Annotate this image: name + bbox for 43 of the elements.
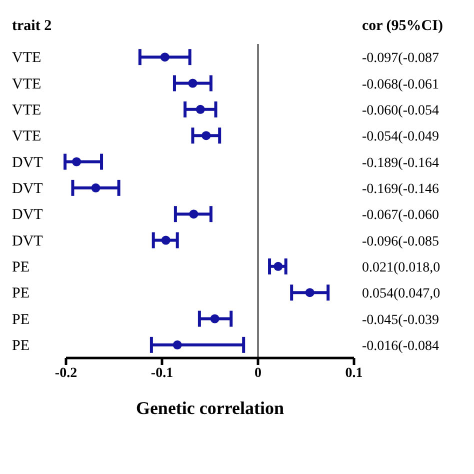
point: [274, 262, 283, 271]
y-tick-label: VTE: [12, 128, 42, 145]
point: [196, 104, 205, 114]
y-tick-label: VTE: [12, 76, 42, 92]
y-tick-label: PE: [12, 338, 30, 354]
point: [160, 52, 170, 62]
y-axis-title: trait 2: [12, 18, 52, 34]
point: [189, 210, 198, 219]
y-tick-label: DVT: [12, 207, 43, 224]
data-label: -0.169(-0.146: [362, 182, 439, 197]
x-tick-label: 0.1: [345, 366, 363, 381]
point: [305, 288, 314, 298]
x-tick-label: -0.1: [150, 366, 174, 381]
y-tick-label: PE: [12, 312, 30, 328]
data-label: -0.016(-0.084: [362, 338, 439, 354]
data-label: -0.096(-0.085: [362, 234, 439, 250]
point: [202, 131, 211, 140]
y-tick-label: VTE: [12, 102, 42, 118]
data-label: 0.021(0.018,0: [362, 260, 440, 276]
text: cor (95%CI): [362, 18, 443, 34]
y-tick-label: DVT: [12, 154, 43, 171]
data-label: 0.054(0.047,0: [362, 286, 440, 302]
point: [210, 314, 220, 324]
data-label: -0.067(-0.060: [362, 208, 439, 224]
data-label: -0.054(-0.049: [362, 130, 439, 145]
point: [72, 157, 82, 166]
data-label: -0.189(-0.164: [362, 156, 439, 171]
data-label: -0.060(-0.054: [362, 103, 439, 118]
point: [188, 78, 198, 88]
y-tick-label: PE: [12, 286, 30, 302]
x-axis-title: Genetic correlation: [136, 398, 284, 418]
data-label: -0.068(-0.061: [362, 77, 439, 92]
y-tick-label: PE: [12, 259, 30, 276]
data-label: -0.097(-0.087: [362, 51, 439, 66]
point: [161, 236, 170, 245]
point: [91, 183, 100, 192]
y-tick-label: DVT: [12, 180, 43, 197]
y-tick-label: DVT: [12, 233, 43, 250]
point: [172, 340, 182, 350]
x-tick-label: 0: [254, 366, 262, 381]
x-tick-label: -0.2: [54, 366, 78, 381]
y-tick-label: VTE: [12, 50, 42, 66]
data-label: -0.045(-0.039: [362, 312, 439, 328]
